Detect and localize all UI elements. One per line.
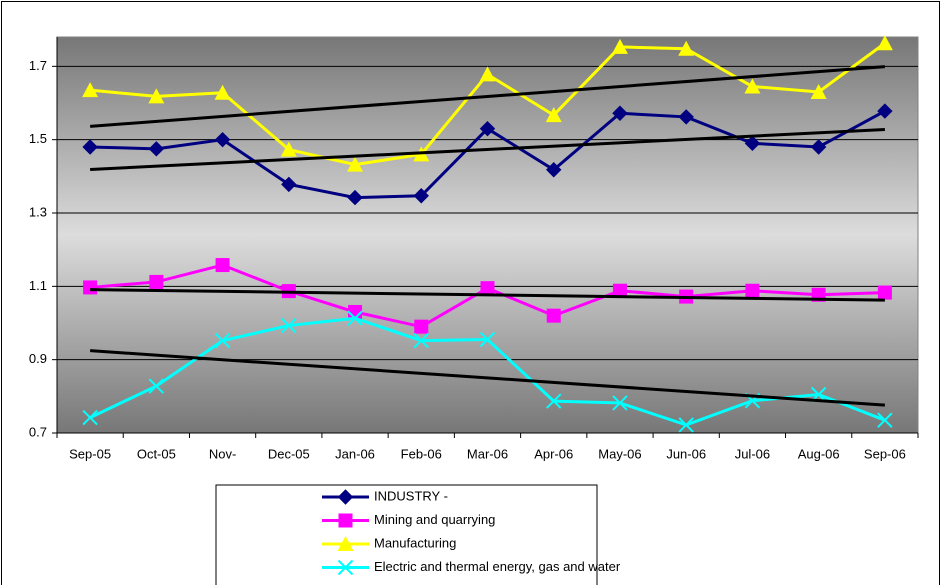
marker [678,417,694,433]
marker [744,135,761,152]
marker [413,188,429,204]
marker [612,105,628,121]
marker [413,332,429,349]
marker [337,559,354,576]
legend-label: Mining and quarrying [374,512,495,527]
x-tick-label: May-06 [598,446,641,461]
x-tick-label: Jun-06 [666,446,706,461]
legend-label: Manufacturing [374,535,456,550]
x-tick-label: Apr-06 [534,446,573,461]
marker [877,103,893,119]
marker [82,139,98,155]
marker [480,281,495,296]
legend [215,484,598,585]
marker [479,120,496,137]
x-tick-label: Feb-06 [401,446,442,461]
marker [546,393,562,409]
marker [479,66,496,82]
marker [83,280,98,295]
marker [214,332,231,349]
x-tick-label: Dec-05 [268,446,310,461]
x-tick-label: Sep-05 [69,446,111,461]
x-tick-label: Nov- [209,446,236,461]
marker [347,310,363,326]
legend-label: Electric and thermal energy, gas and wat… [374,559,621,574]
y-tick-label: 0.7 [29,424,47,439]
y-tick-label: 0.9 [29,351,47,366]
trendline [90,127,885,171]
marker [338,513,353,528]
y-tick-label: 1.3 [29,204,47,219]
y-tick-label: 1.7 [29,58,47,73]
marker [810,139,827,155]
marker [280,141,297,157]
marker [82,82,99,98]
marker [546,308,561,323]
trendline [90,288,885,302]
trendline [90,65,885,128]
marker [148,141,165,157]
marker [82,409,98,426]
marker [337,536,354,551]
marker [281,317,297,334]
marker [810,84,827,99]
marker [214,84,231,100]
legend-label: INDUSTRY - [374,488,448,503]
marker [877,412,893,428]
marker [612,395,628,411]
marker [347,156,364,172]
marker [148,88,165,104]
marker [215,258,230,273]
x-tick-label: Oct-05 [137,446,176,461]
marker [678,40,695,56]
marker [877,285,892,300]
marker [744,78,761,94]
marker [678,109,694,125]
x-tick-label: Mar-06 [467,446,508,461]
marker [281,176,297,193]
marker [611,38,628,54]
x-tick-label: Sep-06 [864,446,906,461]
marker [612,283,627,298]
plot-area [56,36,919,434]
x-tick-label: Aug-06 [798,446,840,461]
y-tick-label: 1.5 [29,131,47,146]
x-tick-label: Jan-06 [335,446,375,461]
marker [745,283,760,298]
marker [149,274,164,289]
marker [479,331,496,348]
marker [545,107,562,123]
marker [148,378,165,394]
marker [214,131,231,148]
marker [347,189,363,206]
marker [876,35,893,51]
marker [414,319,429,334]
y-tick-label: 1.1 [29,278,47,293]
marker [337,489,354,505]
trendline [90,349,885,407]
x-tick-label: Jul-06 [735,446,770,461]
marker [546,162,562,178]
